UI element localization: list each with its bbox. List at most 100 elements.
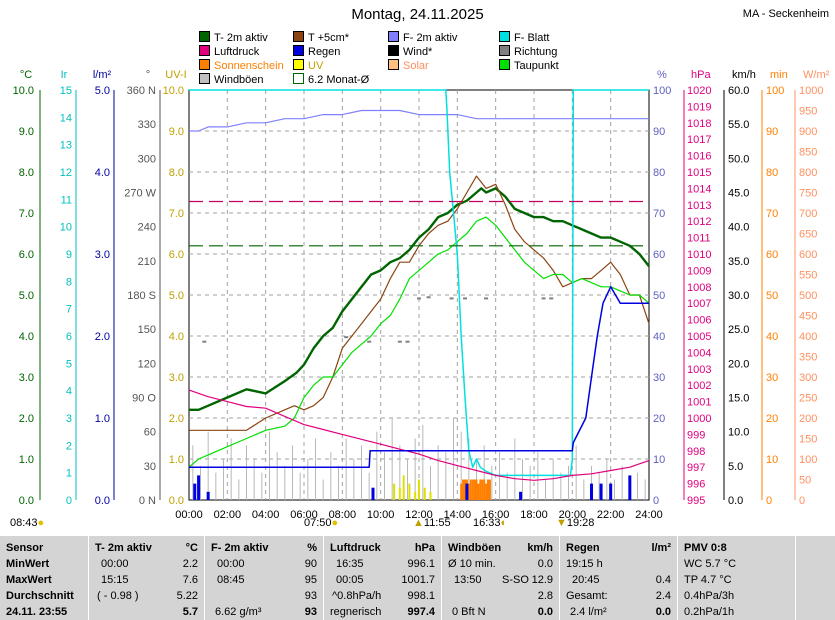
event-time: 08:43: [10, 517, 38, 529]
tick-label-ir: 1: [66, 468, 72, 480]
tick-label-ir: 14: [60, 112, 72, 124]
dot-richtung: [202, 340, 207, 343]
tick-label-dir: 330: [138, 119, 156, 131]
axis-unit-pressure: hPa: [691, 69, 711, 81]
tick-label-sun_min: 20: [766, 413, 778, 425]
tick-label-temp_c: 8.0: [19, 167, 34, 179]
tick-label-pressure: 1009: [687, 265, 711, 277]
stats-press-max-time: 00:05: [336, 574, 364, 586]
tick-label-uv: 7.0: [169, 208, 184, 220]
tick-label-wind: 35.0: [728, 256, 749, 268]
tick-label-pressure: 999: [687, 429, 705, 441]
tick-label-solar: 0: [799, 495, 805, 507]
series-f-blatt: [189, 89, 649, 477]
stats-rain-head: Regen: [566, 542, 600, 554]
tick-label-humidity: 40: [653, 331, 665, 343]
tick-label-wind: 20.0: [728, 358, 749, 370]
tick-label-pressure: 1006: [687, 315, 711, 327]
x-tick-label: 18:00: [520, 509, 548, 520]
tick-label-rain_l: 4.0: [95, 167, 110, 179]
tick-label-solar: 600: [799, 249, 817, 261]
tick-label-dir: 180 S: [127, 290, 156, 302]
tick-label-pressure: 1013: [687, 200, 711, 212]
x-tick-label: 12:00: [405, 509, 433, 520]
legend-label: Windböen: [214, 74, 264, 86]
legend-swatch: [499, 31, 510, 42]
tick-label-solar: 50: [799, 475, 811, 487]
legend-swatch: [388, 31, 399, 42]
tick-label-pressure: 1017: [687, 134, 711, 146]
weather-chart: 0.01.02.03.04.05.06.07.08.09.010.0°C0123…: [13, 69, 830, 520]
legend-entry: T- 2m aktiv: [199, 31, 268, 44]
legend-entry: F- 2m aktiv: [388, 31, 457, 44]
tick-label-pressure: 1004: [687, 347, 711, 359]
axis-unit-uv: UV-I: [165, 69, 186, 81]
stats-pmv-head: PMV 0:8: [684, 542, 727, 554]
tick-label-pressure: 1011: [687, 233, 711, 245]
tick-label-sun_min: 40: [766, 331, 778, 343]
stats-wind-avg: 2.8: [537, 590, 553, 602]
tick-label-ir: 4: [66, 386, 72, 398]
tick-label-pressure: 1005: [687, 331, 711, 343]
legend-label: Wind*: [403, 46, 433, 58]
stats-hum-current: 93: [304, 606, 317, 618]
tick-label-temp_c: 9.0: [19, 126, 34, 138]
stats-press-max: 1001.7: [401, 574, 435, 586]
x-tick-label: 22:00: [597, 509, 625, 520]
legend-entry: Wind*: [388, 45, 432, 58]
stats-label-sensor: Sensor: [6, 542, 44, 554]
dot-richtung: [417, 297, 421, 300]
event-time: 16:33: [473, 517, 501, 529]
legend-label: F- Blatt: [514, 32, 550, 44]
stats-rain-current: 0.0: [655, 606, 671, 618]
legend-label: Regen: [308, 46, 341, 58]
tick-label-solar: 950: [799, 106, 817, 118]
tick-label-rain_l: 2.0: [95, 331, 110, 343]
stats-pmv-rate3h: 0.4hPa/3h: [684, 590, 735, 602]
tick-label-temp_c: 6.0: [19, 249, 34, 261]
legend-entry: Sonnenschein: [199, 59, 284, 72]
tick-label-humidity: 80: [653, 167, 665, 179]
stats-rain-duration: 19:15 h: [566, 558, 603, 570]
legend-swatch: [199, 73, 210, 84]
tick-label-solar: 1000: [799, 85, 823, 97]
stats-temp-max-time: 15:15: [101, 574, 129, 586]
legend-swatch: [499, 59, 510, 70]
tick-label-solar: 750: [799, 188, 817, 200]
stats-press-current: 997.4: [407, 606, 435, 618]
legend-swatch: [199, 45, 210, 56]
legend-entry: Regen: [293, 45, 340, 58]
axis-unit-wind: km/h: [732, 69, 756, 81]
stats-rain-unit: l/m²: [651, 542, 671, 554]
tick-label-uv: 1.0: [169, 454, 184, 466]
tick-label-solar: 250: [799, 393, 817, 405]
tick-label-pressure: 1008: [687, 282, 711, 294]
legend-label: Solar: [403, 60, 429, 72]
series-regen: [189, 286, 649, 468]
tick-label-rain_l: 0.0: [95, 495, 110, 507]
sun-icon: ●: [331, 517, 339, 529]
tick-label-ir: 7: [66, 304, 72, 316]
tick-label-wind: 45.0: [728, 188, 749, 200]
event-sunset: 16:33◐: [473, 517, 507, 529]
tick-label-ir: 3: [66, 413, 72, 425]
arrow-down-icon: ▼: [556, 517, 567, 529]
tick-label-uv: 3.0: [169, 372, 184, 384]
tick-label-ir: 6: [66, 331, 72, 343]
tick-label-humidity: 100: [653, 85, 671, 97]
tick-label-ir: 11: [61, 194, 72, 206]
stats-rain-max: 0.4: [655, 574, 671, 586]
tick-label-wind: 60.0: [728, 85, 749, 97]
tick-label-ir: 15: [60, 85, 72, 97]
tick-label-uv: 9.0: [169, 126, 184, 138]
tick-label-pressure: 1018: [687, 118, 711, 130]
event-time: 11:55: [423, 517, 451, 529]
tick-label-ir: 5: [66, 358, 72, 370]
legend-entry: Solar: [388, 59, 429, 72]
x-tick-label: 02:00: [214, 509, 242, 520]
legend-entry: T +5cm*: [293, 31, 349, 44]
stats-col-pressure: Luftdruck hPa 16:35 996.1 00:05 1001.7 ^…: [324, 536, 442, 620]
stats-wind-bft: 0 Bft N: [452, 606, 486, 618]
tick-label-pressure: 1000: [687, 413, 711, 425]
legend-label: Sonnenschein: [214, 60, 284, 72]
